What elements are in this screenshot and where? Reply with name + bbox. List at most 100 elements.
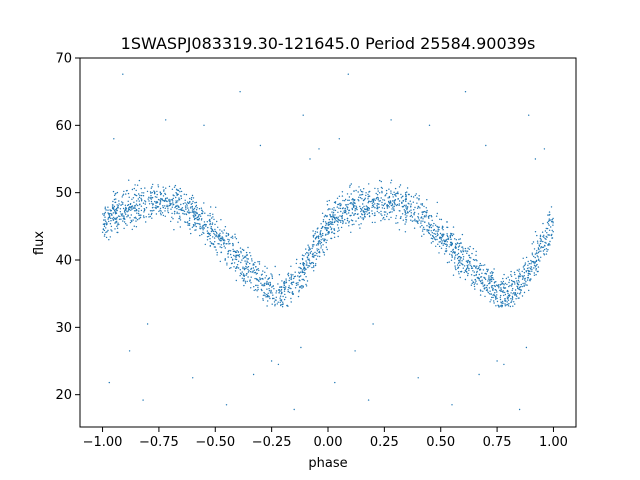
data-point (508, 279, 511, 281)
data-point (327, 227, 329, 229)
data-point (240, 252, 242, 254)
data-point (154, 206, 156, 209)
data-point (257, 284, 259, 287)
data-point (377, 206, 379, 208)
data-point (380, 220, 382, 222)
data-point (115, 221, 117, 223)
data-point (470, 257, 472, 259)
data-point (390, 182, 392, 184)
data-point (510, 301, 512, 304)
data-point (341, 195, 344, 197)
data-point (470, 264, 472, 266)
data-point (115, 218, 118, 220)
data-point (115, 207, 118, 210)
data-point (283, 284, 285, 286)
data-point (407, 211, 409, 214)
data-point (215, 206, 217, 208)
data-point (436, 232, 439, 234)
data-point (210, 217, 213, 219)
data-point (350, 219, 353, 221)
data-point (344, 200, 346, 202)
data-point (175, 192, 177, 194)
data-point (244, 280, 246, 282)
data-point (495, 284, 498, 286)
data-point (320, 247, 322, 249)
data-point (441, 225, 444, 227)
data-point (149, 210, 152, 212)
data-point (121, 196, 123, 198)
data-point (160, 193, 163, 195)
data-point (140, 187, 142, 190)
data-point (409, 215, 411, 218)
outlier-point (225, 404, 228, 406)
data-point (380, 210, 382, 213)
data-point (133, 210, 136, 212)
data-point (371, 202, 373, 204)
data-point (112, 190, 115, 193)
data-point (301, 254, 304, 256)
data-point (312, 261, 314, 264)
data-point (506, 290, 508, 293)
data-point (116, 204, 118, 206)
data-point (409, 200, 411, 202)
data-point (462, 267, 464, 269)
data-point (348, 222, 350, 224)
data-point (551, 237, 553, 239)
data-point (333, 229, 336, 231)
data-point (319, 232, 322, 235)
data-point (527, 277, 529, 279)
data-point (433, 237, 435, 239)
data-point (113, 209, 116, 212)
data-point (209, 238, 211, 240)
data-point (546, 250, 548, 252)
data-point (422, 218, 424, 220)
data-point (102, 228, 105, 230)
data-point (388, 195, 391, 198)
data-point (209, 232, 211, 235)
data-point (435, 215, 438, 217)
data-point (442, 229, 444, 231)
data-point (533, 272, 535, 274)
data-point (241, 277, 243, 279)
data-point (385, 211, 387, 213)
data-point (125, 213, 127, 215)
data-point (232, 248, 234, 251)
data-point (325, 227, 328, 229)
data-point (390, 204, 393, 207)
data-point (462, 250, 464, 252)
data-point (109, 223, 112, 225)
data-point (108, 220, 110, 223)
data-point (527, 264, 529, 266)
data-point (353, 202, 356, 204)
data-point (461, 233, 464, 236)
data-point (459, 264, 461, 267)
data-point (199, 225, 201, 227)
data-point (515, 277, 517, 280)
data-point (404, 223, 406, 225)
data-point (432, 225, 434, 227)
data-point (273, 297, 275, 300)
data-point (329, 221, 331, 223)
data-point (374, 199, 376, 201)
data-point (537, 251, 540, 254)
data-point (111, 230, 113, 232)
data-point (530, 266, 532, 268)
data-point (353, 206, 355, 209)
data-point (159, 202, 161, 205)
data-point (338, 219, 340, 221)
data-point (172, 194, 174, 196)
data-point (521, 295, 524, 297)
data-point (182, 203, 185, 205)
data-point (506, 298, 509, 300)
data-point (259, 277, 261, 279)
data-point (355, 189, 357, 192)
data-point (230, 236, 232, 239)
data-point (312, 240, 315, 242)
data-point (184, 221, 187, 223)
data-point (404, 214, 406, 216)
data-point (536, 250, 538, 252)
data-point (242, 273, 245, 275)
data-point (530, 259, 532, 262)
data-point (418, 199, 420, 201)
data-point (273, 301, 276, 303)
